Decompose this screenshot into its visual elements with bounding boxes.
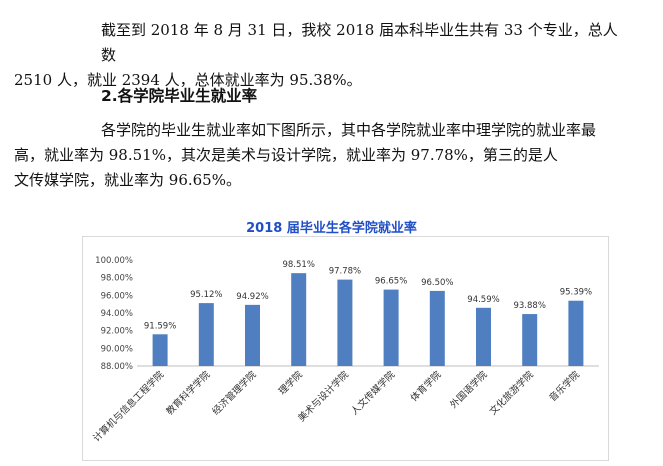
intro-line-2: 2510 人，就业 2394 人，总体就业率为 95.38%。 — [14, 71, 362, 89]
bar — [383, 289, 399, 366]
data-label: 95.39% — [560, 288, 592, 298]
x-tick-label: 体育学院 — [408, 368, 444, 404]
bar-chart: 88.00% 90.00% 92.00% 94.00% 96.00% 98.00% 100.… — [91, 256, 599, 444]
bar — [568, 300, 584, 366]
y-tick-label: 94.00% — [101, 309, 133, 319]
data-label: 98.51% — [282, 260, 314, 270]
x-tick-label: 人文传媒学院 — [348, 368, 397, 417]
data-label: 97.78% — [329, 267, 361, 277]
chart-title: 2018 届毕业生各学院就业率 — [246, 221, 417, 236]
bar — [291, 273, 307, 366]
x-tick-label: 外国语学院 — [448, 368, 490, 410]
data-label: 96.50% — [421, 278, 453, 288]
y-tick-label: 98.00% — [101, 274, 133, 284]
y-tick-label: 88.00% — [101, 362, 133, 372]
section-heading: 2.各学院毕业生就业率 — [101, 87, 258, 105]
x-tick-label: 教育科学学院 — [164, 368, 213, 417]
bar — [337, 279, 353, 366]
data-label: 91.59% — [144, 321, 176, 331]
data-label: 94.92% — [236, 292, 268, 302]
y-tick-label: 96.00% — [101, 291, 133, 301]
data-label: 95.12% — [190, 290, 222, 300]
bar — [152, 334, 168, 366]
summary-paragraph: 各学院的毕业生就业率如下图所示，其中各学院就业率中理学院的就业率最 高，就业率为… — [14, 118, 626, 193]
bar — [522, 314, 538, 366]
chart-frame — [82, 236, 609, 461]
bar — [198, 303, 214, 366]
summary-line-2: 高，就业率为 98.51%，其次是美术与设计学院，就业率为 97.78%，第三的… — [14, 146, 558, 164]
intro-line-1: 截至到 2018 年 8 月 31 日，我校 2018 届本科毕业生共有 33 … — [101, 21, 618, 64]
data-label: 93.88% — [513, 301, 545, 311]
y-tick-label: 90.00% — [101, 344, 133, 354]
y-tick-label: 92.00% — [101, 327, 133, 337]
summary-line-3: 文传媒学院，就业率为 96.65%。 — [14, 171, 241, 189]
bar — [245, 304, 260, 366]
bar — [429, 290, 445, 366]
intro-paragraph: 截至到 2018 年 8 月 31 日，我校 2018 届本科毕业生共有 33 … — [14, 18, 626, 93]
summary-line-1: 各学院的毕业生就业率如下图所示，其中各学院就业率中理学院的就业率最 — [101, 121, 597, 139]
x-tick-label: 经济管理学院 — [210, 368, 259, 417]
x-tick-label: 音乐学院 — [547, 368, 583, 404]
y-tick-label: 100.00% — [95, 256, 133, 266]
data-label: 94.59% — [467, 295, 499, 305]
data-label: 96.65% — [375, 277, 407, 287]
x-tick-label: 理学院 — [276, 368, 305, 397]
x-tick-label: 计算机与信息工程学院 — [91, 368, 167, 444]
x-tick-label: 文化旅游学院 — [487, 368, 536, 417]
bar — [476, 307, 491, 366]
